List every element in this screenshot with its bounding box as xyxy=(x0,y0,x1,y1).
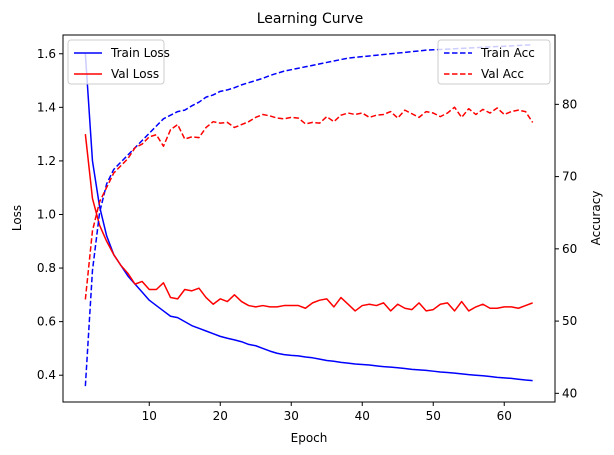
series-line-1 xyxy=(84,53,533,382)
legend-box xyxy=(67,39,165,85)
x-tick-label: 30 xyxy=(284,409,299,423)
legend-label: Val Loss xyxy=(111,67,159,81)
series-line-4 xyxy=(84,106,534,300)
y-left-tick-label: 1.0 xyxy=(37,207,56,221)
y-right-tick-label: 40 xyxy=(562,386,577,400)
y-left-tick-label: 1.4 xyxy=(37,100,56,114)
x-axis-label: Epoch xyxy=(291,431,328,445)
x-axis: 10 20 30 40 50 60 xyxy=(142,402,512,423)
y-axis-right-label: Accuracy xyxy=(589,191,603,246)
y-right-tick-label: 80 xyxy=(562,97,577,111)
y-left-tick-label: 0.6 xyxy=(37,315,56,329)
chart-title: Learning Curve xyxy=(257,11,364,27)
x-tick-label: 40 xyxy=(355,409,370,423)
x-tick-label: 60 xyxy=(497,409,512,423)
y-left-tick-label: 1.2 xyxy=(37,154,56,168)
plot-area xyxy=(84,44,534,387)
x-tick-label: 50 xyxy=(426,409,441,423)
y-axis-left-label: Loss xyxy=(10,205,24,231)
y-right-tick-label: 50 xyxy=(562,314,577,328)
y-axis-left: 0.4 0.6 0.8 1.0 1.2 1.4 1.6 xyxy=(37,47,63,382)
y-right-tick-label: 60 xyxy=(562,242,577,256)
y-left-tick-label: 1.6 xyxy=(37,47,56,61)
y-axis-right: 40 50 60 70 80 xyxy=(555,97,577,400)
legend-label: Train Acc xyxy=(480,46,535,60)
plot-frame xyxy=(62,34,556,403)
legend-label: Val Acc xyxy=(481,67,524,81)
series-line-3 xyxy=(84,44,533,387)
x-tick-label: 20 xyxy=(213,409,228,423)
y-right-tick-label: 70 xyxy=(562,170,577,184)
legend-box xyxy=(437,39,551,85)
legend-label: Train Loss xyxy=(110,46,170,60)
y-left-tick-label: 0.4 xyxy=(37,368,56,382)
x-tick-label: 10 xyxy=(142,409,157,423)
legend-right: Train Acc Val Acc xyxy=(437,39,551,85)
y-left-tick-label: 0.8 xyxy=(37,261,56,275)
series-line-2 xyxy=(84,134,533,312)
legend-left: Train Loss Val Loss xyxy=(67,39,170,85)
